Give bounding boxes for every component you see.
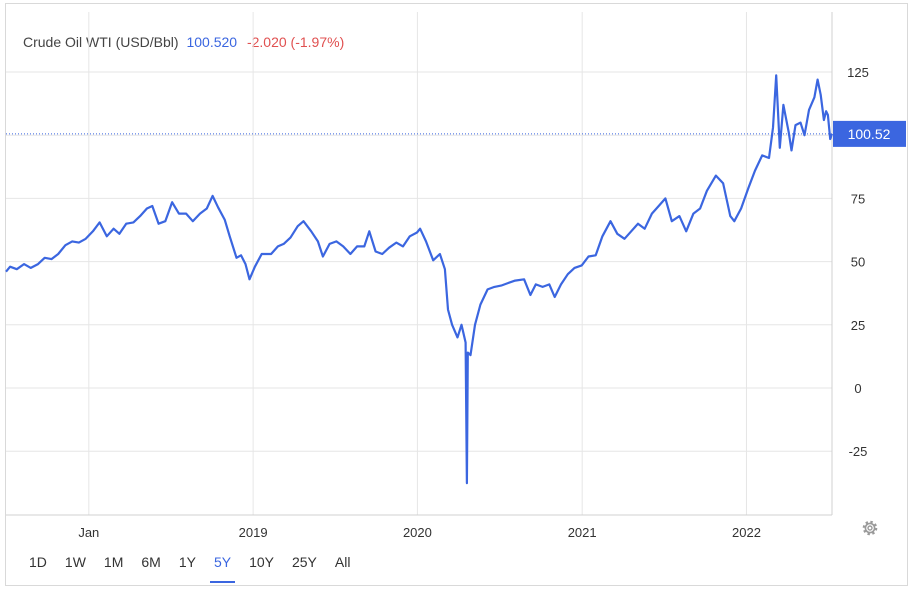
y-tick-label: 0: [854, 381, 861, 396]
range-button-10y[interactable]: 10Y: [249, 554, 274, 570]
chart-grid: [6, 12, 833, 516]
y-tick-label: 125: [847, 65, 869, 80]
x-tick-label: 2020: [403, 525, 432, 540]
last-value-badge: 100.52: [6, 120, 906, 147]
y-tick-label: 75: [851, 191, 865, 206]
y-tick-label: -25: [849, 444, 868, 459]
x-tick-label: Jan: [78, 525, 99, 540]
last-price: 100.520: [186, 34, 238, 50]
range-button-1d[interactable]: 1D: [29, 554, 47, 570]
y-axis-labels: 125 75 50 25 0 -25: [847, 65, 869, 459]
last-value-label: 100.52: [848, 126, 891, 142]
y-tick-label: 25: [851, 318, 865, 333]
series-lines: [5, 74, 834, 485]
x-axis-labels: Jan 2019 2020 2021 2022: [78, 525, 761, 540]
range-button-1y[interactable]: 1Y: [178, 554, 196, 570]
chart-header: Crude Oil WTI (USD/Bbl) 100.520 -2.020 (…: [23, 34, 344, 50]
last-value-badge-bg: [833, 120, 906, 147]
range-button-1m[interactable]: 1M: [103, 554, 124, 570]
range-button-25y[interactable]: 25Y: [291, 554, 317, 570]
range-button-5y[interactable]: 5Y: [205, 553, 240, 583]
series-line: [5, 74, 834, 485]
instrument-title: Crude Oil WTI (USD/Bbl): [23, 34, 179, 50]
range-button-6m[interactable]: 6M: [141, 554, 161, 570]
chart-frame: [5, 3, 908, 586]
range-selector: 1D 1W 1M 6M 1Y 5Y 10Y 25Y All: [20, 553, 359, 583]
gear-icon[interactable]: [860, 518, 880, 538]
range-button-1w[interactable]: 1W: [64, 554, 86, 570]
y-tick-label: 50: [851, 255, 865, 270]
x-tick-label: 2019: [239, 525, 268, 540]
price-change: -2.020 (-1.97%): [246, 34, 345, 50]
x-tick-label: 2021: [568, 525, 597, 540]
x-tick-label: 2022: [732, 525, 761, 540]
range-button-all[interactable]: All: [334, 554, 351, 570]
